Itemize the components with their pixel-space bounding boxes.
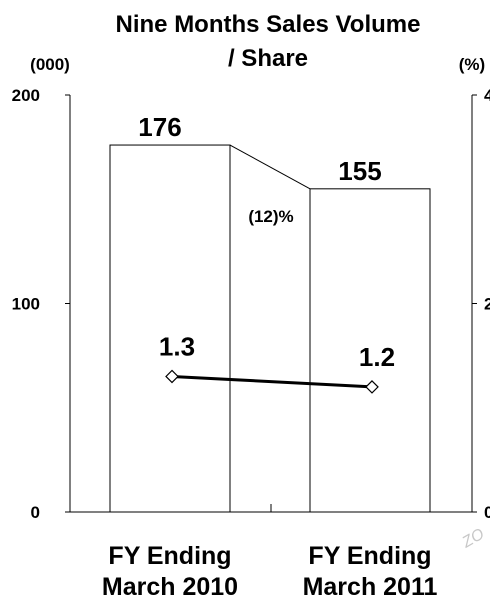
share-point-2 — [365, 380, 379, 394]
share-line — [171, 374, 373, 389]
bar-series — [109, 144, 431, 513]
chart-title-line-1: Nine Months Sales Volume — [116, 11, 421, 38]
share-point-1 — [165, 369, 179, 384]
category-label-1-line-1: FY Ending — [108, 542, 231, 570]
growth-annotation: (12)% — [248, 207, 293, 226]
left-axis-unit: (000) — [30, 55, 70, 74]
left-tick-label: 100 — [12, 295, 40, 314]
right-axis-unit: (%) — [459, 55, 485, 74]
chart-title-line-2: / Share — [228, 45, 308, 72]
bar-connector-line — [229, 144, 311, 190]
right-tick-label: 4 — [484, 86, 490, 105]
category-label-2-line-2: March 2011 — [303, 573, 438, 601]
share-value-label-2: 1.2 — [359, 342, 395, 372]
left-tick-label: 200 — [12, 86, 40, 105]
left-tick-label: 0 — [31, 503, 40, 522]
category-label-2-line-1: FY Ending — [308, 542, 431, 570]
bar-value-label-1: 176 — [138, 112, 181, 142]
right-tick-label: 0 — [484, 503, 490, 522]
bar-2 — [309, 188, 431, 513]
category-label-1-line-2: March 2010 — [102, 573, 238, 601]
share-line-series — [165, 369, 379, 394]
data-labels: 176 155 1.3 1.2 — [138, 112, 395, 372]
watermark: ZO — [459, 526, 488, 552]
bar-1 — [109, 144, 231, 513]
right-tick-label: 2 — [484, 295, 490, 314]
bar-value-label-2: 155 — [338, 156, 381, 186]
share-value-label-1: 1.3 — [159, 331, 195, 361]
